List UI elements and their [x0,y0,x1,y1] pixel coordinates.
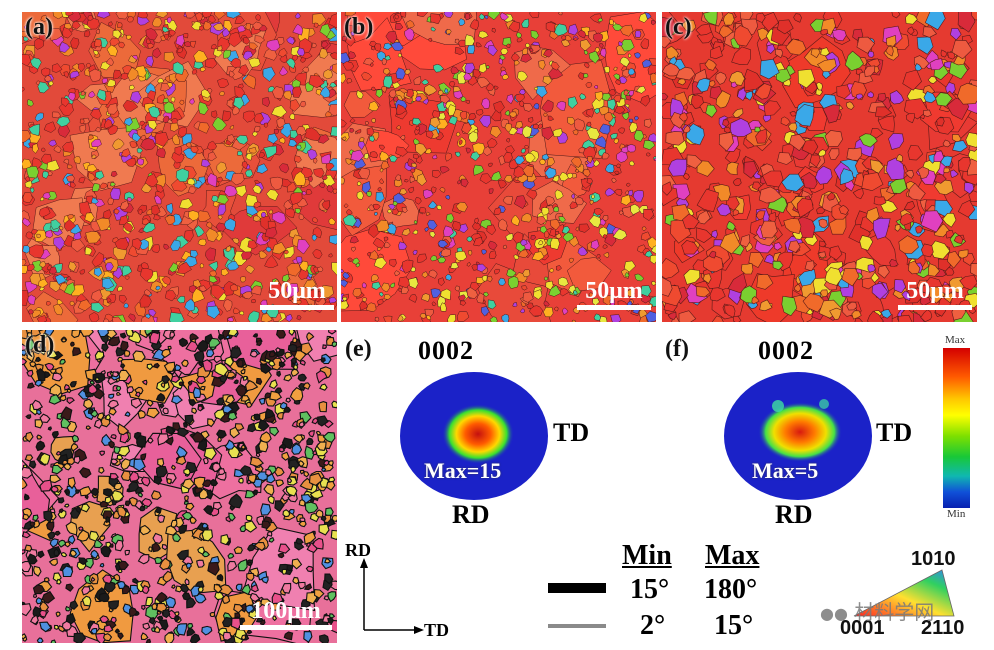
pole-td-f: TD [876,418,913,447]
ebsd-map-c: (c) 50μm [662,12,977,322]
ipf-left-label: 0001 [840,617,885,639]
grain-map-a [22,12,337,322]
colorbar-min-label: Min [947,508,966,520]
scale-bar-a: 50μm [260,278,334,310]
scale-text-c: 50μm [906,278,964,304]
pole-rd-f: RD [775,500,813,529]
colorbar-max-label: Max [945,334,966,346]
scale-bar-b: 50μm [577,278,651,310]
watermark: ●● 材料学网 [820,596,934,625]
pole-peak-e [442,404,514,464]
axis-rd-label: RD [345,540,371,560]
pole-peak-f [758,402,842,462]
panel-label-f: (f) [665,336,689,362]
scale-text-a: 50μm [268,278,326,304]
scale-text-d: 100μm [251,598,321,624]
scale-line-d [240,625,332,630]
pole-max-f: Max=5 [752,458,819,483]
axis-td-label: TD [424,620,450,640]
ebsd-map-d: (d) 100μm [22,330,337,643]
ebsd-map-a: (a) 50μm [22,12,337,322]
scale-bar-d: 100μm [240,598,332,630]
grain-map-b [341,12,656,322]
pole-figure-f [724,372,872,500]
panel-label-c: (c) [665,14,692,40]
scale-text-b: 50μm [585,278,643,304]
legend-line-low [548,624,606,628]
pole-plane-e: 0002 [418,336,474,365]
pole-spot-f1 [772,400,784,412]
pole-spot-f2 [819,399,829,409]
legend-high-max: 180° [704,574,758,605]
axes-indicator: RD TD [340,540,449,640]
watermark-text: 材料学网 [854,600,935,624]
pole-plane-f: 0002 [758,336,814,365]
ipf-top-label: 1010 [911,548,956,570]
colorbar [943,348,970,508]
legend-line-high [548,583,606,593]
scale-line-b [577,305,651,310]
legend-high-min: 15° [630,574,670,605]
pole-max-e: Max=15 [424,458,502,483]
pole-td-e: TD [553,418,590,447]
legend-low-min: 2° [640,610,666,641]
wechat-icon: ●● [820,604,848,623]
panel-label-b: (b) [344,14,374,40]
panel-label-e: (e) [345,336,372,362]
ebsd-map-b: (b) 50μm [341,12,656,322]
panel-label-a: (a) [25,14,53,40]
scale-line-c [898,305,972,310]
panel-label-d: (d) [25,332,55,358]
axes-arrows [360,558,424,634]
ipf-right-label: 2110 [921,617,965,639]
grain-map-c [662,12,977,322]
legend-max-header: Max [705,540,760,571]
pole-rd-e: RD [452,500,490,529]
pole-figure-e [400,372,548,500]
scale-line-a [260,305,334,310]
ipf-triangle [853,569,955,617]
grain-boundary-map-d [22,330,337,643]
scale-bar-c: 50μm [898,278,972,310]
legend-min-header: Min [622,540,672,571]
legend-low-max: 15° [714,610,754,641]
